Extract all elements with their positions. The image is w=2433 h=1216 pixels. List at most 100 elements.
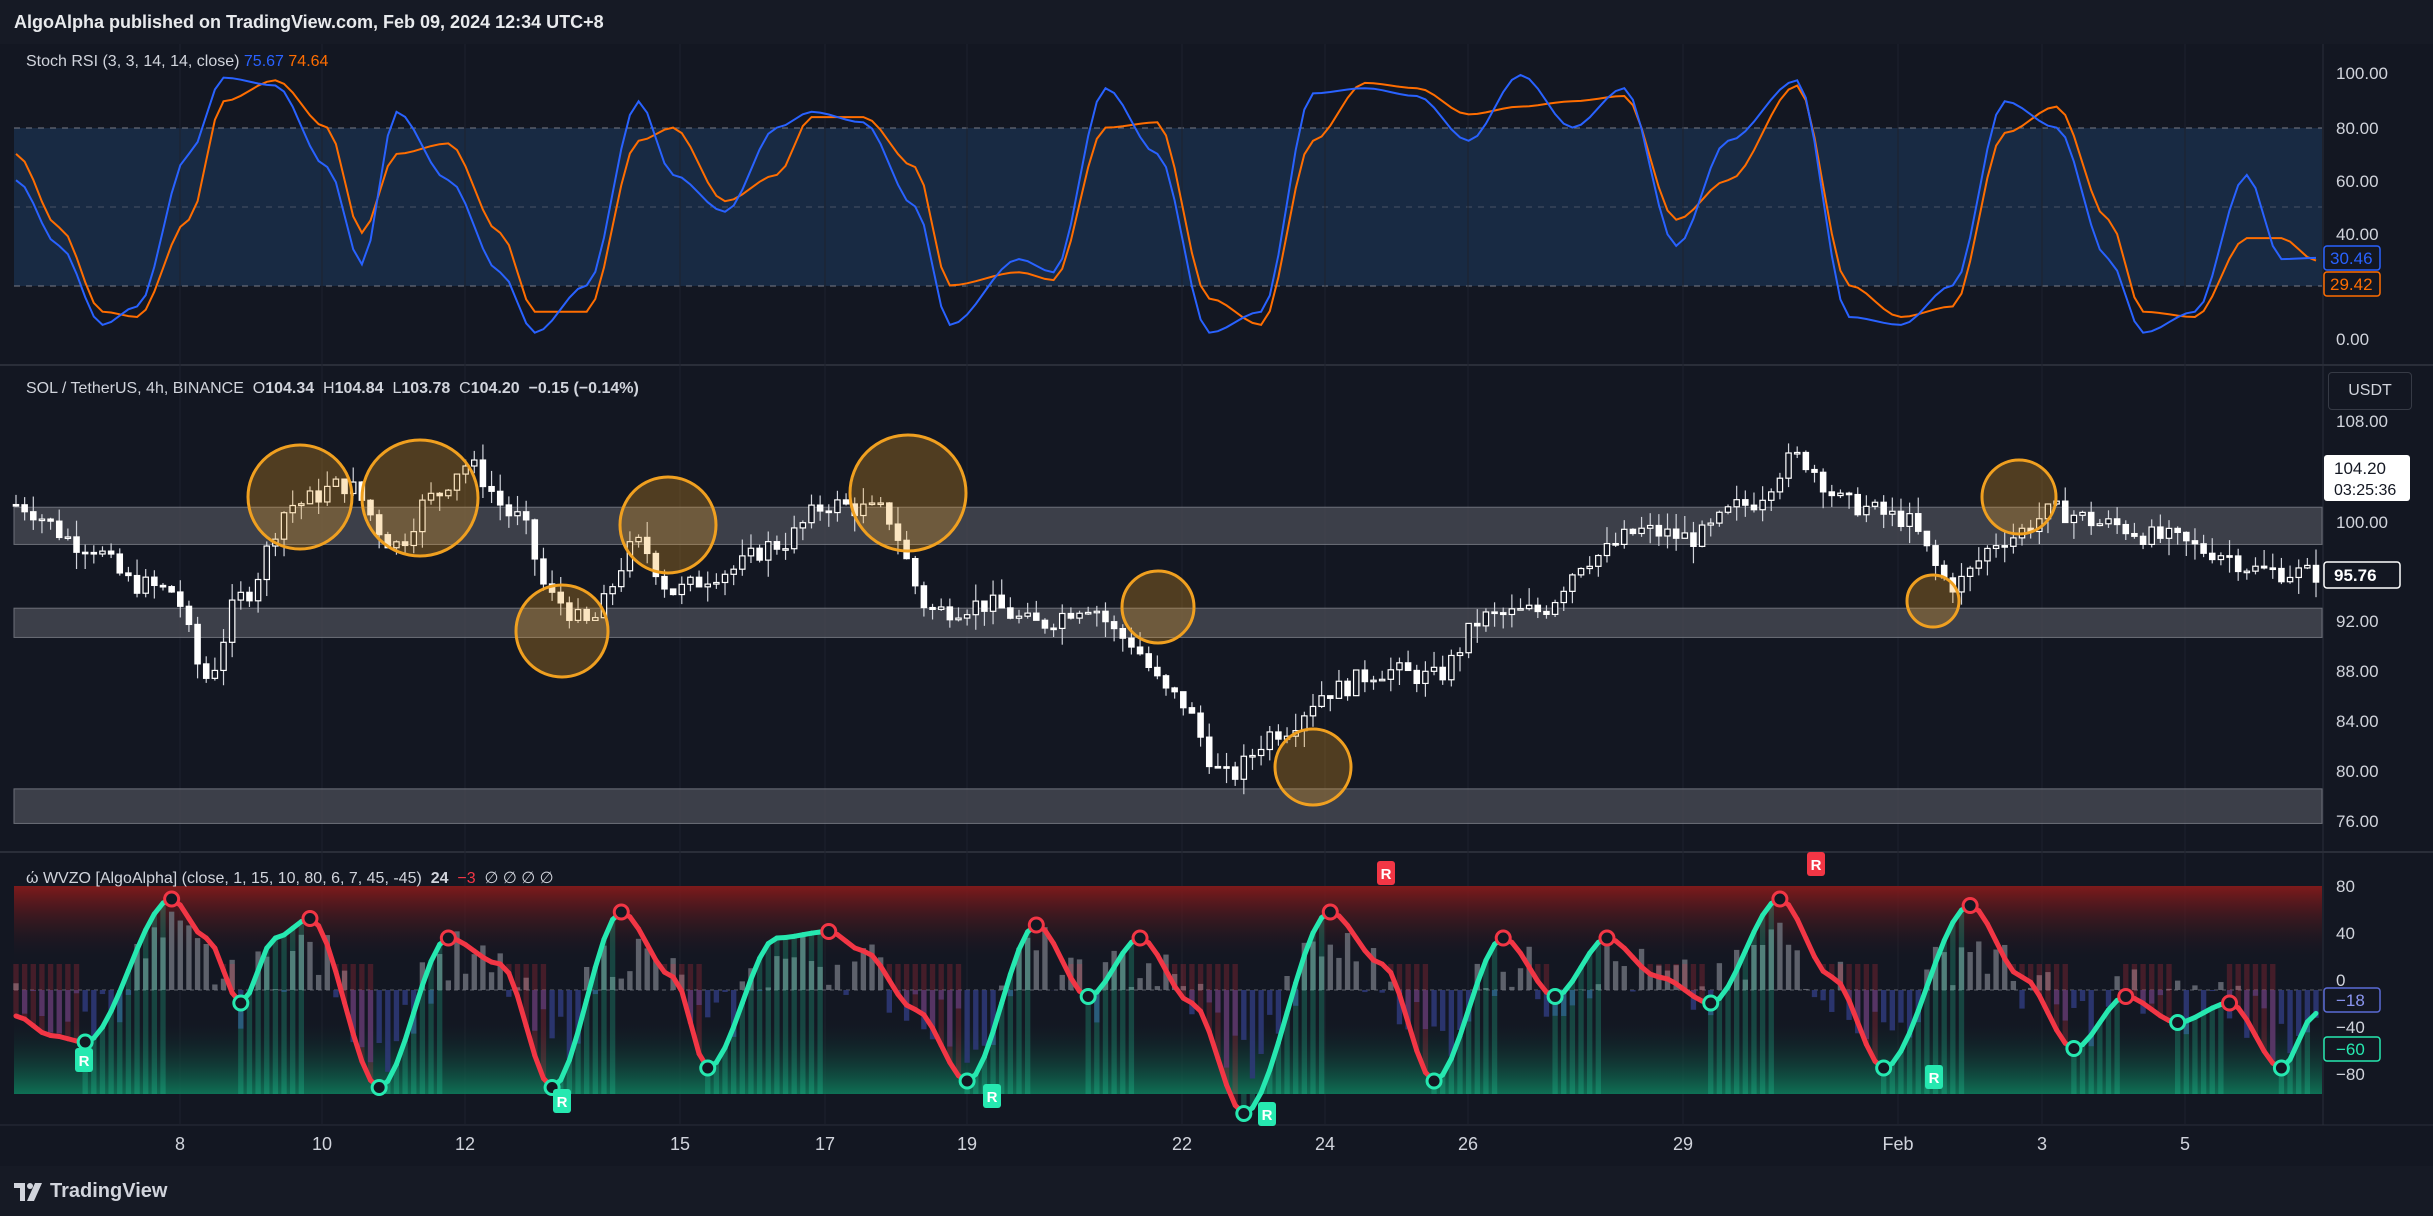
stoch-d-line	[15, 79, 2317, 327]
wvzo-hist-bar	[1120, 953, 1126, 990]
reversal-marker-box	[983, 1084, 1001, 1108]
candle-body	[1525, 604, 1533, 610]
wvzo-hist-bar	[938, 990, 944, 1000]
wvzo-turn-dot	[1961, 897, 1979, 914]
wvzo-hist-bar	[21, 990, 28, 1014]
stoch-d-last-label: 29.42	[2330, 275, 2373, 294]
candle-body	[2312, 564, 2320, 583]
wvzo-line-segment	[350, 1031, 365, 1064]
candle-body	[1863, 505, 1870, 516]
wvzo-hist-bar	[601, 945, 607, 990]
tradingview-logo[interactable]: TradingView	[14, 1180, 167, 1203]
wvzo-line-segment	[359, 1058, 374, 1083]
candle-body	[1681, 532, 1689, 539]
wvzo-hist-bar	[981, 990, 988, 1046]
price-legend[interactable]: SOL / TetherUS, 4h, BINANCE O104.34 H104…	[26, 380, 639, 398]
wvzo-hist-bar	[186, 925, 192, 990]
wvzo-line-segment	[316, 923, 330, 948]
stoch-legend[interactable]: Stoch RSI (3, 3, 14, 14, close) 75.67 74…	[26, 53, 328, 71]
wvzo-line-segment	[981, 1029, 996, 1060]
wvzo-hist-bar	[1742, 979, 1748, 990]
candle-body	[1318, 695, 1325, 708]
candle-body	[462, 465, 469, 475]
wvzo-line-segment	[1016, 929, 1031, 952]
wvzo-hist-bar	[290, 950, 296, 990]
wvzo-hist-bar	[584, 966, 590, 990]
wvzo-hist-bar	[2261, 990, 2267, 1009]
wvzo-line-segment	[428, 941, 443, 964]
wvzo-hist-bar	[756, 990, 763, 991]
wvzo-hist-bar	[1327, 944, 1333, 990]
price-tick: 88.00	[2336, 662, 2379, 681]
wvzo-turn-dot	[1425, 1072, 1443, 1090]
wvzo-turn-dot	[2221, 994, 2239, 1012]
wvzo-hist-bar	[30, 990, 36, 992]
wvzo-hist-bar	[385, 990, 391, 1072]
candle-body	[1975, 560, 1983, 569]
candle-body	[341, 478, 348, 495]
wvzo-hist-bar	[2192, 985, 2198, 990]
candle-body	[1067, 612, 1075, 619]
wvzo-hist-bar	[670, 958, 676, 990]
wvzo-hist-bar	[393, 990, 400, 1042]
wvzo-turn-dot	[163, 890, 181, 908]
reversal-marker-label: R	[79, 1053, 90, 1070]
candle-body	[2096, 523, 2104, 527]
wvzo-turn-dot	[1235, 1105, 1253, 1122]
wvzo-hist-bar	[168, 911, 175, 990]
wvzo-line-segment	[990, 1000, 1005, 1035]
wvzo-hist-bar	[82, 990, 88, 1012]
candle-body	[1015, 615, 1023, 619]
wvzo-hist-bar	[514, 987, 521, 990]
candle-body	[886, 502, 893, 525]
candle-body	[38, 518, 46, 522]
wvzo-line-segment	[1742, 929, 1757, 954]
publisher-text: AlgoAlpha published on TradingView.com, …	[14, 12, 604, 32]
candle-body	[1309, 705, 1317, 717]
wvzo-hist-bar	[1612, 961, 1619, 990]
candle-body	[1837, 492, 1844, 497]
wvzo-turn-dot	[1079, 988, 1097, 1005]
highlight-circle	[514, 583, 610, 679]
wvzo-hist-bar	[143, 958, 149, 990]
candle-body	[661, 575, 668, 590]
wvzo-neg18-label: −18	[2336, 991, 2365, 1010]
highlight-circle	[1273, 727, 1353, 807]
candle-body	[1880, 501, 1887, 515]
candle-body	[808, 504, 815, 524]
wvzo-hist-bar	[2010, 980, 2017, 990]
wvzo-legend[interactable]: ώ WVZO [AlgoAlpha] (close, 1, 15, 10, 80…	[26, 868, 554, 888]
wvzo-turn-dot	[232, 994, 250, 1012]
candle-body	[1171, 687, 1178, 693]
wvzo-hist-bar	[1033, 950, 1039, 990]
candle-body	[263, 545, 271, 581]
wvzo-line-segment	[108, 989, 123, 1014]
wvzo-hist-bar	[203, 944, 209, 990]
x-tick: 5	[2180, 1134, 2190, 1154]
wvzo-line-segment	[739, 976, 754, 1006]
stoch-tick: 0.00	[2336, 330, 2369, 349]
candle-body	[2191, 540, 2199, 545]
candle-body	[1828, 491, 1836, 497]
wvzo-hist-bar	[1076, 959, 1083, 990]
candle-body	[393, 541, 400, 549]
price-tick: 100.00	[2336, 513, 2388, 532]
reversal-marker-box	[1258, 1102, 1276, 1126]
candle-body	[911, 558, 919, 587]
currency-button[interactable]: USDT	[2328, 372, 2412, 410]
highlight-circle	[246, 443, 354, 551]
wvzo-hist-bar	[298, 934, 305, 990]
wvzo-hist-bar	[1396, 990, 1403, 1025]
wvzo-hist-bar	[921, 990, 927, 1030]
candle-body	[151, 576, 158, 587]
candle-body	[695, 576, 703, 588]
wvzo-line-segment	[1898, 1030, 1913, 1054]
candle-body	[1240, 755, 1248, 780]
candle-body	[2286, 576, 2294, 583]
wvzo-hist-bar	[1759, 944, 1766, 990]
wvzo-hist-bar	[2209, 990, 2215, 992]
price-tick: 84.00	[2336, 712, 2379, 731]
zones-layer	[13, 506, 2323, 824]
candle-body	[1508, 608, 1516, 616]
